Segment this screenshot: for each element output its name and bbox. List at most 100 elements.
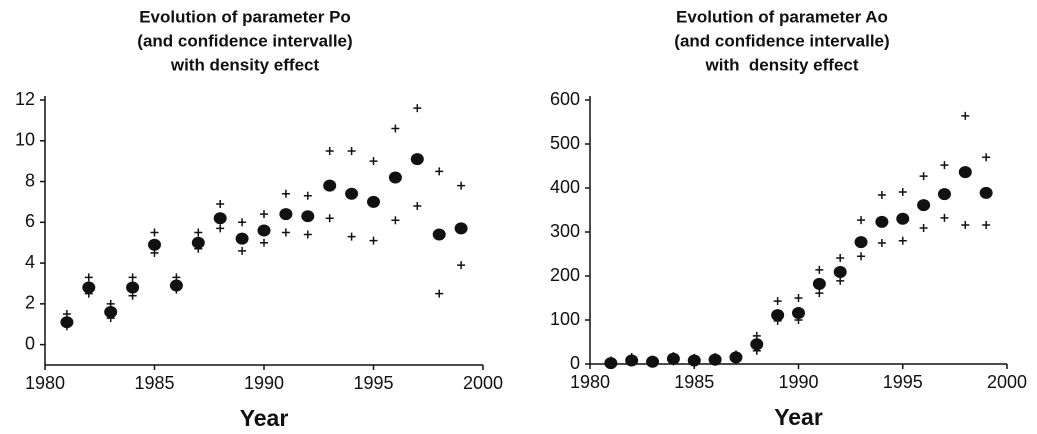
interval-mark — [347, 146, 356, 155]
x-tick-label: 1980 — [570, 372, 610, 392]
interval-mark — [106, 314, 115, 323]
point — [454, 222, 468, 235]
y-tick-label: 8 — [25, 170, 35, 190]
point — [169, 279, 183, 292]
point — [388, 171, 402, 184]
x-axis-label: Year — [240, 405, 289, 431]
interval-mark — [150, 228, 159, 237]
interval-mark — [303, 230, 312, 239]
y-tick-label: 0 — [570, 353, 580, 373]
interval-mark — [815, 289, 824, 298]
x-tick-label: 1990 — [244, 373, 284, 393]
chart-title: Evolution of parameter Po — [139, 7, 351, 26]
interval-mark — [940, 213, 949, 222]
y-tick-label: 200 — [550, 265, 580, 285]
x-tick-label: 1985 — [674, 372, 714, 392]
interval-mark — [773, 297, 782, 306]
y-tick-label: 500 — [550, 133, 580, 153]
x-tick-label: 2000 — [987, 372, 1027, 392]
interval-mark — [857, 252, 866, 261]
interval-mark — [836, 276, 845, 285]
point — [937, 188, 951, 201]
interval-mark — [62, 322, 71, 331]
point — [104, 306, 118, 318]
point — [875, 215, 889, 228]
y-tick-label: 600 — [550, 89, 580, 109]
interval-mark — [982, 153, 991, 162]
point — [792, 306, 805, 319]
point — [126, 281, 140, 294]
chart-title: Evolution of parameter Ao — [676, 7, 888, 26]
interval-mark — [238, 246, 247, 255]
interval-mark — [150, 248, 159, 257]
interval-mark — [303, 191, 312, 200]
interval-mark — [898, 187, 907, 196]
interval-mark — [961, 111, 970, 120]
point — [301, 210, 315, 223]
interval-mark — [325, 146, 334, 155]
interval-mark — [281, 228, 290, 237]
interval-mark — [919, 172, 928, 181]
interval-mark — [940, 161, 949, 170]
chart-title: (and confidence intervalle) — [137, 31, 352, 50]
interval-mark — [347, 232, 356, 241]
point — [235, 232, 249, 245]
point — [771, 309, 785, 322]
interval-mark — [238, 218, 247, 227]
interval-mark — [325, 214, 334, 223]
x-axis-label: Year — [774, 404, 823, 430]
interval-mark — [898, 236, 907, 245]
interval-mark — [260, 210, 268, 219]
interval-mark — [369, 157, 378, 166]
interval-mark — [172, 273, 181, 282]
interval-mark — [815, 265, 824, 274]
interval-mark — [752, 346, 761, 355]
interval-mark — [128, 273, 137, 282]
point — [432, 228, 446, 241]
point — [82, 281, 96, 294]
y-tick-label: 0 — [25, 333, 35, 353]
interval-mark — [281, 189, 290, 198]
interval-mark — [669, 357, 678, 366]
interval-mark — [457, 181, 466, 190]
point — [148, 238, 161, 251]
interval-mark — [627, 358, 636, 367]
interval-mark — [435, 167, 444, 176]
point — [191, 236, 205, 249]
interval-mark — [794, 294, 803, 302]
point — [257, 224, 271, 237]
point — [812, 277, 826, 290]
x-tick-label: 1995 — [883, 372, 923, 392]
x-tick-label: 1980 — [25, 373, 65, 393]
interval-mark — [194, 244, 203, 253]
interval-mark — [62, 310, 71, 319]
x-tick-label: 1995 — [353, 373, 393, 393]
interval-mark — [413, 104, 422, 113]
y-tick-label: 4 — [25, 252, 35, 272]
interval-mark — [128, 291, 137, 300]
interval-mark — [919, 224, 928, 233]
x-tick-label: 1985 — [134, 373, 174, 393]
y-tick-label: 100 — [550, 309, 580, 329]
interval-mark — [194, 228, 203, 237]
interval-mark — [606, 360, 615, 368]
interval-mark — [391, 124, 400, 133]
interval-mark — [369, 236, 378, 245]
interval-mark — [106, 299, 115, 308]
point — [917, 199, 931, 212]
interval-mark — [690, 358, 699, 367]
x-tick-label: 1990 — [778, 372, 818, 392]
point — [367, 195, 380, 208]
interval-mark — [752, 331, 761, 340]
interval-mark — [84, 273, 93, 282]
interval-mark — [711, 357, 720, 366]
point — [410, 153, 424, 166]
interval-mark — [413, 202, 422, 210]
interval-mark — [648, 359, 657, 368]
y-tick-label: 12 — [15, 89, 35, 109]
interval-mark — [216, 224, 225, 233]
y-tick-label: 400 — [550, 177, 580, 197]
y-tick-label: 6 — [25, 211, 35, 231]
interval-mark — [836, 253, 845, 262]
